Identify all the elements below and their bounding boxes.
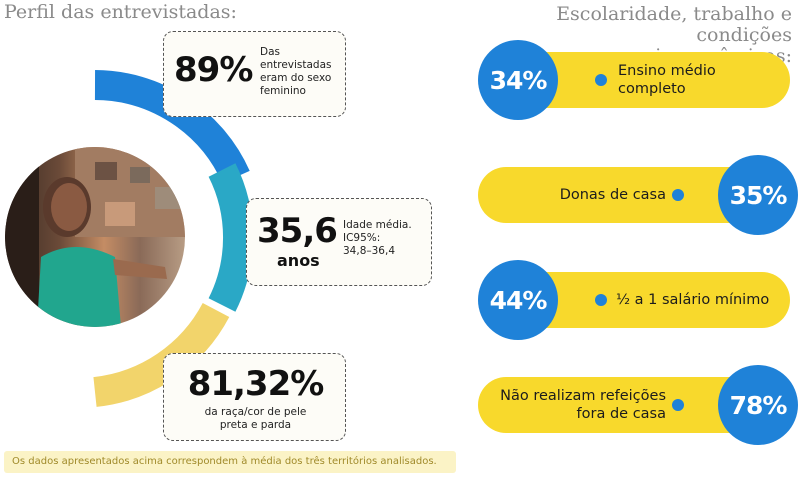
footnote: Os dados apresentados acima correspondem… xyxy=(4,451,456,473)
race-share-desc-line1: da raça/cor de pele xyxy=(204,406,307,418)
average-age-value: 35,6 xyxy=(257,211,338,251)
average-age-card: 35,6 anos Idade média. IC95%: 34,8–36,4 xyxy=(246,198,432,286)
average-age-desc-line1: Idade média. xyxy=(343,219,412,231)
stat-label: Ensino médio completo xyxy=(618,63,716,97)
donut-segment-teal xyxy=(208,163,254,312)
stat-label: Donas de casa xyxy=(559,187,666,203)
female-share-card: 89% Das entrevistadas eram do sexo femin… xyxy=(163,31,346,117)
female-share-value: 89% xyxy=(174,50,253,90)
stat-pill xyxy=(478,167,758,223)
bullet-dot xyxy=(672,399,684,411)
stat-row-housewives: 35% Donas de casa xyxy=(478,155,798,235)
stat-pill xyxy=(478,377,758,433)
stat-pill xyxy=(518,52,790,108)
stat-value-circle: 78% xyxy=(718,365,798,445)
average-age-desc-line2: IC95%: xyxy=(343,232,381,244)
female-share-description: Das entrevistadas eram do sexo feminino xyxy=(260,46,332,97)
socioeconomic-heading-line1: Escolaridade, trabalho e condições xyxy=(556,3,792,46)
average-age-unit: anos xyxy=(277,251,320,270)
race-share-card: 81,32% da raça/cor de pele preta e parda xyxy=(163,353,346,441)
average-age-description: Idade média. IC95%: 34,8–36,4 xyxy=(343,219,431,258)
bullet-dot xyxy=(595,294,607,306)
profile-heading: Perfil das entrevistadas: xyxy=(4,1,237,23)
stat-row-meals: 78% Não realizam refeições fora de casa xyxy=(478,365,798,445)
stat-row-education: 34% Ensino médio completo xyxy=(478,40,798,120)
race-share-value: 81,32% xyxy=(187,364,325,404)
stat-label: Não realizam refeições fora de casa xyxy=(500,388,666,422)
woman-photo xyxy=(5,147,185,327)
bullet-dot xyxy=(672,189,684,201)
stat-value-circle: 35% xyxy=(718,155,798,235)
stat-value-circle: 34% xyxy=(478,40,558,120)
race-share-description: da raça/cor de pele preta e parda xyxy=(164,406,347,432)
stat-row-income: 44% ½ a 1 salário mínimo xyxy=(478,260,798,340)
stat-label: ½ a 1 salário mínimo xyxy=(616,292,770,308)
average-age-desc-line3: 34,8–36,4 xyxy=(343,245,396,257)
stat-pill xyxy=(518,272,790,328)
woman-photo-illustration xyxy=(5,147,185,327)
stat-value-circle: 44% xyxy=(478,260,558,340)
race-share-desc-line2: preta e parda xyxy=(219,419,292,431)
bullet-dot xyxy=(595,74,607,86)
